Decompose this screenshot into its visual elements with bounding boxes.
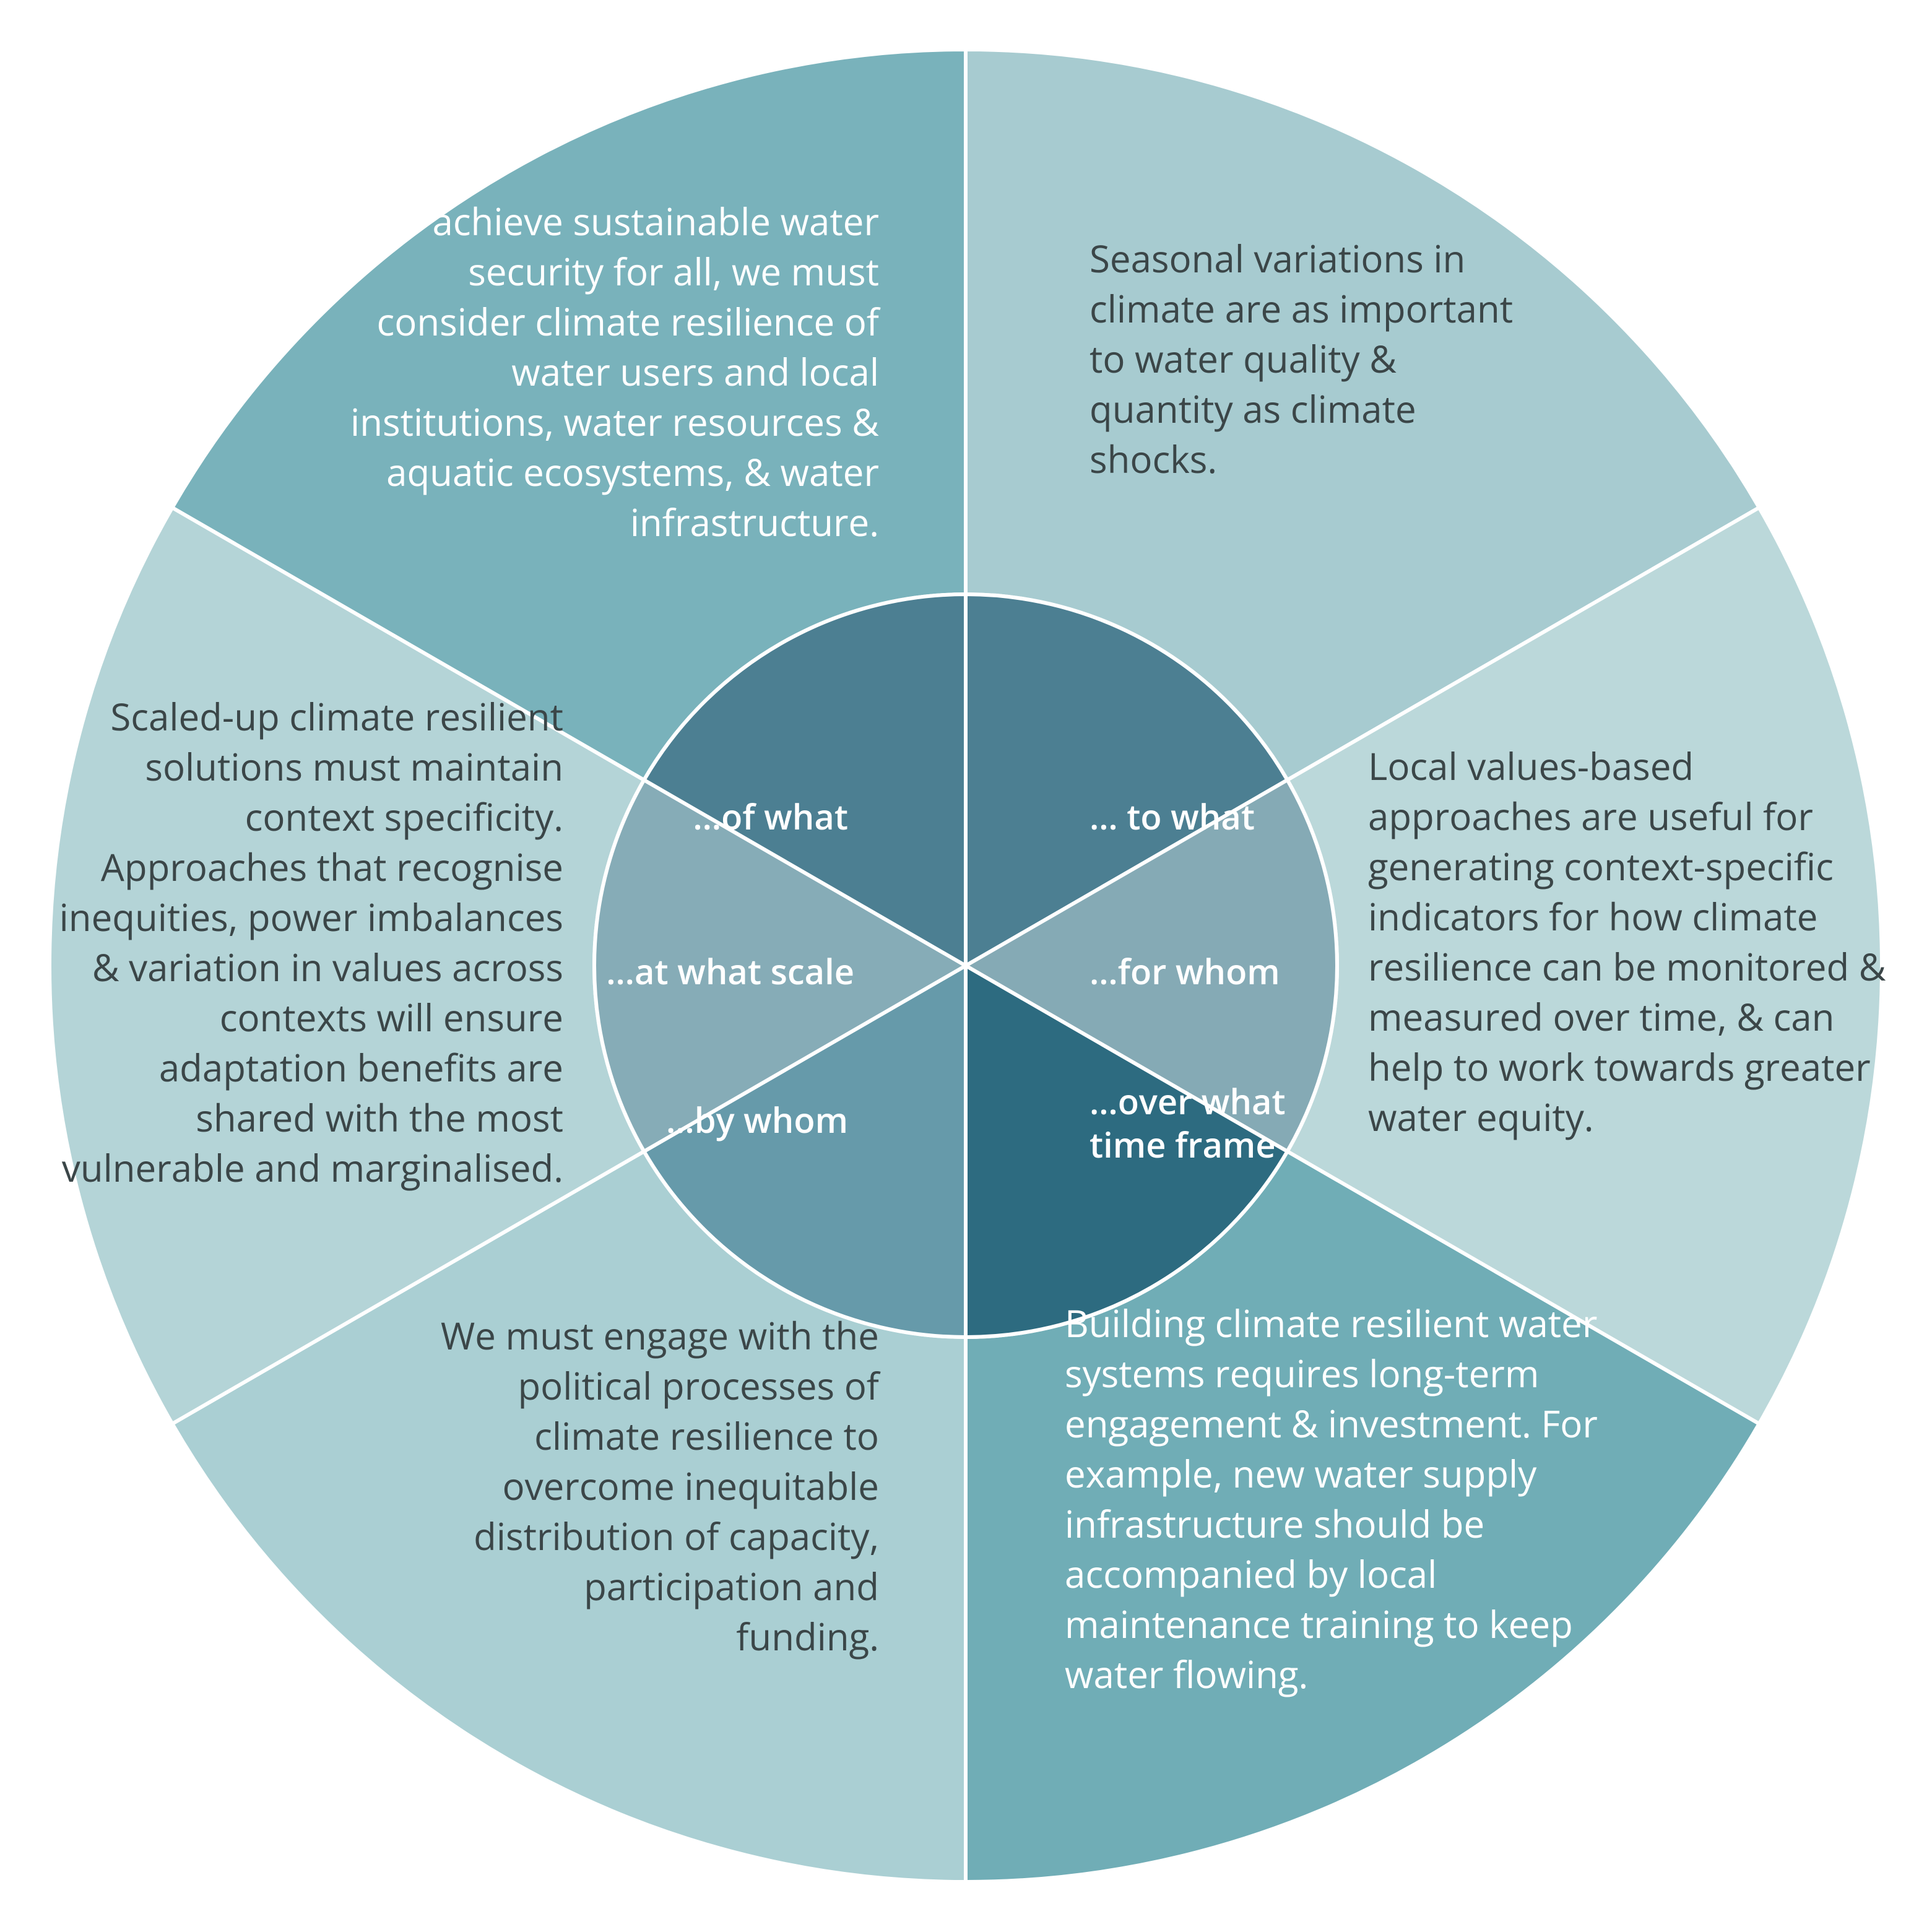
inner-label-for-whom: …for whom	[1089, 948, 1280, 995]
inner-label-by-whom: …by whom	[666, 1096, 848, 1143]
resilience-wheel-diagram: … to what …for whom …over whattime frame …b…	[0, 0, 1932, 1932]
outer-text-over-what-time-frame: Building climate resilient watersystems …	[1065, 1297, 1598, 1699]
inner-label-of-what: …of what	[693, 793, 848, 840]
inner-label-to-what: … to what	[1089, 793, 1255, 840]
outer-text-for-whom: Local values-basedapproaches are useful …	[1368, 740, 1886, 1142]
inner-label-over-what-time-frame: …over whattime frame	[1089, 1078, 1286, 1168]
inner-label-at-what-scale: …at what scale	[606, 948, 854, 995]
